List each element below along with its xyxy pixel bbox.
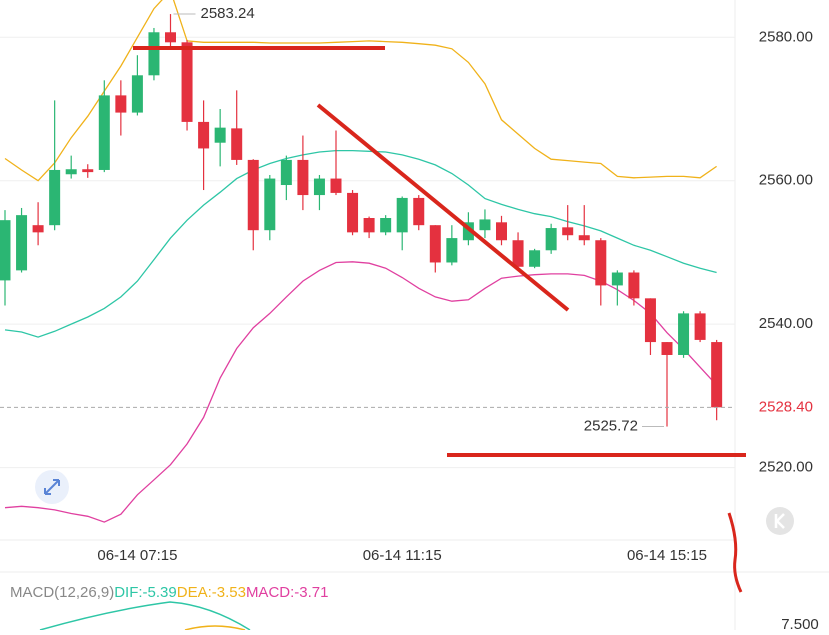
candle-body (578, 235, 590, 241)
x-tick-label: 06-14 07:15 (97, 547, 177, 564)
candle-body (247, 159, 259, 231)
candle-body (347, 192, 359, 233)
candle-body (214, 127, 226, 143)
candle-body (496, 222, 507, 241)
macd-line (184, 625, 246, 631)
band-line (4, 149, 717, 338)
drawn-line (316, 103, 570, 312)
indicator-item: MACD:-3.71 (246, 584, 329, 601)
candle-body (462, 222, 474, 241)
drawn-stroke (727, 512, 743, 593)
candle-body (380, 218, 392, 233)
candle-body (479, 219, 491, 231)
candle-body (82, 169, 94, 173)
candle-body (363, 218, 375, 233)
max-label: 2583.24 (201, 5, 255, 22)
y-tick-label: 2580.00 (759, 28, 813, 45)
candle-body (280, 159, 292, 186)
candle-body (32, 225, 44, 233)
candle-body (611, 272, 623, 286)
candle-body (264, 178, 276, 231)
y-tick-label: 2540.00 (759, 315, 813, 332)
band-line (4, 0, 717, 182)
candle-body (49, 169, 61, 226)
macd-line (39, 601, 251, 631)
min-label: 2525.72 (584, 418, 638, 435)
candle-body (694, 313, 706, 340)
y-tick-label: 2520.00 (759, 459, 813, 476)
candle-body (396, 197, 408, 233)
y-tick-label: 2560.00 (759, 172, 813, 189)
candle-body (0, 220, 11, 281)
band-line (4, 261, 718, 523)
candle-body (148, 32, 160, 76)
candle-body (644, 298, 656, 343)
candle-body (181, 42, 193, 122)
candle-body (628, 272, 640, 299)
candle-body (711, 342, 723, 408)
k-button[interactable] (766, 507, 794, 535)
indicator-item: DEA:-3.53 (177, 584, 246, 601)
candle-body (446, 238, 458, 263)
indicator-item: DIF:-5.39 (114, 584, 177, 601)
candle-body (165, 32, 176, 43)
indicator-item: MACD(12,26,9) (10, 584, 114, 601)
candle-body (231, 128, 243, 160)
candle-body (429, 225, 441, 263)
x-tick-label: 06-14 15:15 (627, 547, 707, 564)
indicator-tick: 7.500 (781, 616, 819, 630)
candle-body (678, 313, 690, 355)
candle-body (529, 250, 541, 267)
candle-body (65, 169, 77, 175)
last-price-label: 2528.40 (759, 398, 813, 415)
plot-area: 2583.24 2525.72 (0, 0, 735, 523)
candle-body (330, 178, 342, 193)
k-icon (774, 513, 785, 529)
candle-body (297, 159, 309, 196)
candle-body (131, 75, 143, 113)
candle-body (595, 240, 607, 286)
candle-body (413, 197, 425, 226)
x-tick-label: 06-14 11:15 (363, 547, 442, 564)
expand-icon (44, 479, 60, 495)
candle-body (562, 227, 574, 236)
candle-body (661, 342, 673, 355)
candle-body (16, 215, 28, 271)
indicator-legend: MACD(12,26,9)DIF:-5.39DEA:-3.53MACD:-3.7… (10, 584, 328, 601)
candle-body (98, 95, 110, 170)
candle-body (198, 121, 210, 149)
labels: 2580.00 2560.00 2540.00 2520.00 06-14 07:15 0… (97, 28, 813, 564)
candle-body (115, 95, 127, 113)
candle-body (512, 240, 524, 267)
candle-body (313, 178, 325, 196)
candle-body (545, 228, 557, 251)
